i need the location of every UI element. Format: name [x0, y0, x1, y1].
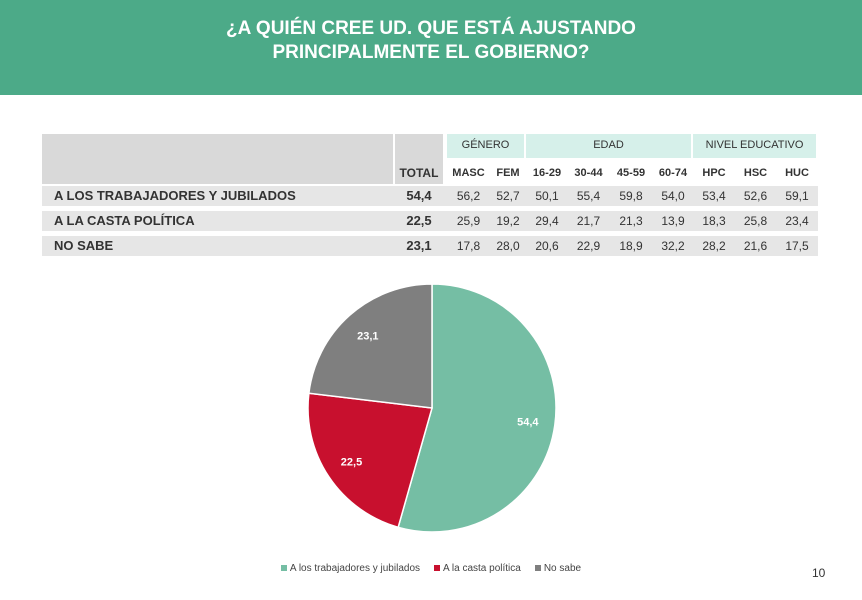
- table-cell: 17,5: [785, 239, 809, 253]
- table-cell: 54,0: [661, 189, 685, 203]
- table-cell: 52,6: [743, 189, 768, 203]
- table-cell: 18,3: [702, 214, 726, 228]
- chart-legend: A los trabajadores y jubilados A la casta…: [0, 563, 862, 574]
- row-label: A LOS TRABAJADORES Y JUBILADOS: [54, 188, 296, 203]
- table-cell: 17,8: [456, 239, 481, 253]
- row-total: 22,5: [406, 213, 432, 228]
- column-header: MASC: [452, 167, 485, 179]
- group-header: GÉNERO: [447, 134, 524, 158]
- legend-label: No sabe: [543, 563, 582, 574]
- page-title: ¿A QUIÉN CREE UD. QUE ESTÁ AJUSTANDO PRIN…: [0, 17, 862, 65]
- table-cell: 28,2: [702, 239, 726, 253]
- row-label: NO SABE: [54, 238, 114, 253]
- table-header-blank: [42, 134, 393, 184]
- legend-item: A los trabajadores y jubilados: [280, 563, 420, 574]
- table-cell: 32,2: [661, 239, 685, 253]
- data-label: 54,4: [517, 416, 539, 428]
- table-cell: 55,4: [576, 189, 601, 203]
- table-cell: 50,1: [535, 189, 559, 203]
- pie-slice: [308, 283, 433, 409]
- row-label: A LA CASTA POLÍTICA: [54, 213, 195, 228]
- column-header: FEM: [496, 167, 520, 179]
- legend-item: A la casta política: [434, 563, 521, 574]
- group-header: EDAD: [526, 134, 691, 158]
- table-cell: 53,4: [702, 189, 726, 203]
- column-header: 45-59: [616, 167, 646, 179]
- column-header: HPC: [702, 167, 726, 179]
- table-cell: 52,7: [496, 189, 520, 203]
- table-cell: 18,9: [619, 239, 643, 253]
- group-header: NIVEL EDUCATIVO: [693, 134, 816, 158]
- table-cell: 25,8: [743, 214, 768, 228]
- table-cell: 21,7: [576, 214, 601, 228]
- column-header: HUC: [785, 167, 809, 179]
- page-title-line: ¿A QUIÉN CREE UD. QUE ESTÁ AJUSTANDO: [226, 18, 636, 39]
- table-cell: 21,3: [619, 214, 643, 228]
- table-cell: 19,2: [496, 214, 520, 228]
- page-number: 10: [812, 566, 826, 580]
- column-header: HSC: [743, 167, 768, 179]
- pie-slice: [307, 392, 433, 529]
- total-header: [395, 134, 443, 184]
- table-cell: 13,9: [661, 214, 685, 228]
- pie-slice: [397, 283, 557, 533]
- column-header: 16-29: [532, 167, 562, 179]
- column-header: 60-74: [658, 167, 688, 179]
- table-cell: 20,6: [535, 239, 559, 253]
- data-label: 23,1: [357, 331, 378, 343]
- legend-swatch: [280, 565, 287, 572]
- legend-label: A los trabajadores y jubilados: [289, 563, 420, 574]
- row-stripe: [42, 211, 818, 231]
- legend-label: A la casta política: [443, 563, 521, 574]
- table-cell: 59,8: [619, 189, 643, 203]
- table-cell: 56,2: [456, 189, 481, 203]
- table-cell: 59,1: [785, 189, 809, 203]
- table-cell: 23,4: [785, 214, 809, 228]
- total-header-label: TOTAL: [399, 166, 439, 180]
- table-cell: 21,6: [743, 239, 768, 253]
- row-stripe: [42, 186, 818, 206]
- legend-item: No sabe: [534, 563, 582, 574]
- data-label: 22,5: [341, 457, 362, 469]
- legend-swatch: [534, 565, 541, 572]
- legend-swatch: [434, 565, 440, 572]
- table-cell: 29,4: [535, 214, 559, 228]
- title-banner: ¿A QUIÉN CREE UD. QUE ESTÁ AJUSTANDO PRIN…: [0, 0, 862, 95]
- page-title-line: PRINCIPALMENTE EL GOBIERNO?: [272, 42, 590, 63]
- table-cell: 25,9: [456, 214, 481, 228]
- column-header: 30-44: [574, 167, 603, 179]
- table-cell: 22,9: [576, 239, 601, 253]
- row-stripe: [42, 236, 818, 256]
- row-total: 23,1: [406, 238, 432, 253]
- table-cell: 28,0: [496, 239, 520, 253]
- row-total: 54,4: [406, 188, 432, 203]
